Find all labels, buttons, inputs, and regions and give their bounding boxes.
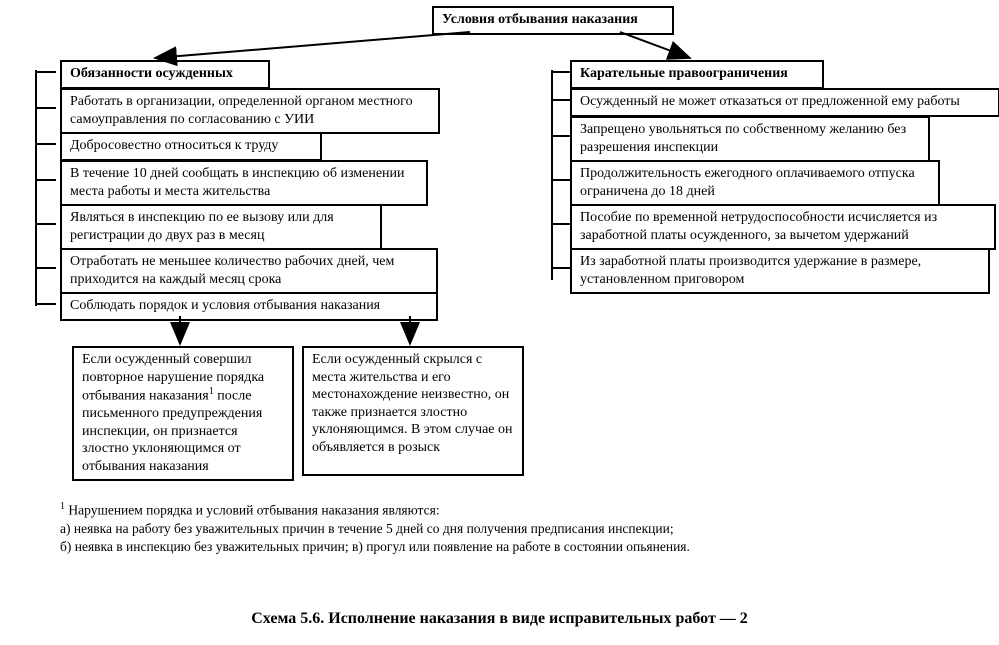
bottom-box-2: Если осужденный скрылся с места жительст… (302, 346, 524, 476)
footnote-a: а) неявка на работу без уважительных при… (60, 521, 674, 536)
left-item-2: В течение 10 дней сообщать в инспекцию о… (60, 160, 428, 206)
left-item-0: Работать в организации, определенной орг… (60, 88, 440, 134)
left-item-1: Добросовестно относиться к труду (60, 132, 322, 161)
footnote-lead: Нарушением порядка и условий отбывания н… (65, 503, 440, 518)
footnote: 1 Нарушением порядка и условий отбывания… (60, 500, 690, 556)
right-item-4: Из заработной платы производится удержан… (570, 248, 990, 294)
bottom-box-1: Если осужденный совершил повторное наруш… (72, 346, 294, 481)
diagram-page: Условия отбывания наказания Обязанности … (0, 0, 999, 645)
left-item-4: Отработать не меньшее количество рабочих… (60, 248, 438, 294)
root-node: Условия отбывания наказания (432, 6, 674, 35)
right-item-3: Пособие по временной нетрудоспособности … (570, 204, 996, 250)
left-header: Обязанности осужденных (60, 60, 270, 89)
right-item-0: Осужденный не может отказаться от предло… (570, 88, 999, 117)
caption: Схема 5.6. Исполнение наказания в виде и… (0, 610, 999, 628)
left-item-3: Являться в инспекцию по ее вызову или дл… (60, 204, 382, 250)
left-item-5: Соблюдать порядок и условия отбывания на… (60, 292, 438, 321)
right-item-2: Продолжительность ежегодного оплачиваемо… (570, 160, 940, 206)
footnote-b: б) неявка в инспекцию без уважительных п… (60, 539, 690, 554)
right-header: Карательные правоограничения (570, 60, 824, 89)
right-item-1: Запрещено увольняться по собственному же… (570, 116, 930, 162)
